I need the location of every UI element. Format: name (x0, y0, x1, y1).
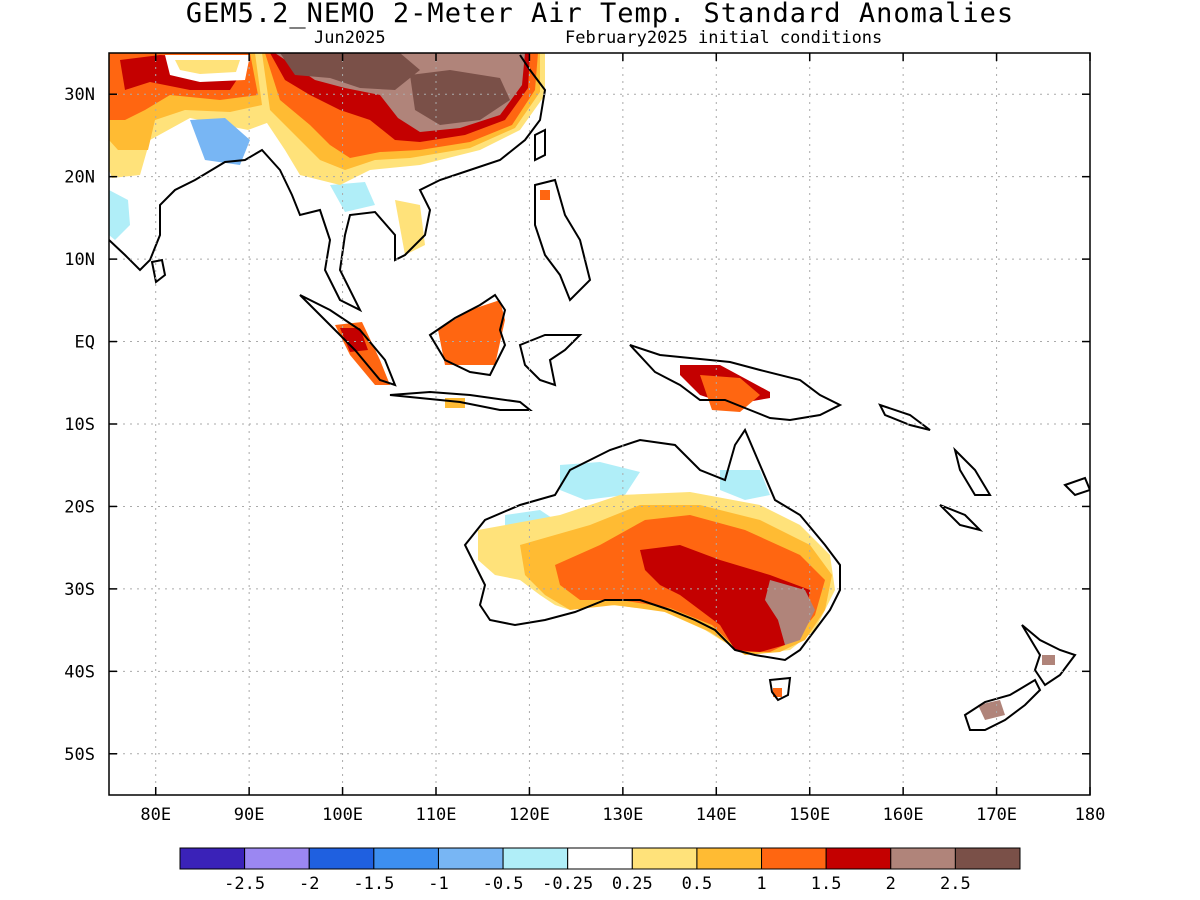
colorbar-label: -1.5 (353, 874, 394, 894)
lat-tick-label: 50S (64, 745, 95, 765)
graticule (109, 53, 1090, 795)
coast-sulawesi (518, 334, 583, 387)
colorbar-label: 2.5 (940, 874, 971, 894)
colorbar-swatch (825, 847, 892, 870)
coast-tasmania (768, 676, 792, 702)
anomaly-india-cool (190, 118, 250, 165)
colorbar-swatch (179, 847, 246, 870)
colorbar-swatch (890, 847, 956, 870)
coast-borneo (428, 293, 507, 377)
coast-solomons (878, 403, 931, 431)
lon-tick-label: 80E (140, 805, 171, 825)
colorbar-swatch (502, 847, 569, 870)
coast-philippines (534, 178, 592, 302)
colorbar-label: 2 (886, 874, 896, 894)
lon-tick-label: 170E (976, 805, 1017, 825)
colorbar-swatch (696, 847, 763, 870)
colorbar-label: -0.5 (483, 874, 524, 894)
colorbar-label: -0.25 (542, 874, 593, 894)
anomaly-north-aus-cool (560, 462, 640, 500)
anomaly-cape-york-cool (720, 470, 770, 500)
anomaly-shading (109, 53, 1055, 720)
axis-ticks (109, 53, 1091, 795)
coast-vanuatu (953, 446, 992, 496)
colorbar-label: -1 (428, 874, 448, 894)
anomaly-india-mild-cool (109, 190, 130, 240)
colorbar-swatch (761, 847, 827, 870)
axis-labels: 80E 90E 100E 110E 120E 130E 140E 150E 160E 170E 18… (64, 85, 1105, 825)
colorbar-swatch (567, 847, 633, 870)
lon-tick-label: 180 (1075, 805, 1106, 825)
anomaly-tibet-ring (175, 60, 240, 74)
lat-tick-label: 10S (64, 415, 95, 435)
coast-australia (463, 427, 841, 662)
anomaly-nz-south (978, 700, 1005, 720)
lat-tick-label: EQ (75, 333, 95, 353)
colorbar: -2.5 -2 -1.5 -1 -0.5 -0.25 0.25 0.5 1 1.5 2 2.5 (179, 847, 1021, 894)
colorbar-label: 0.25 (612, 874, 653, 894)
forecast-month: Jun2025 (314, 28, 386, 48)
coast-sri-lanka (150, 258, 167, 284)
colorbar-swatch (373, 847, 439, 870)
colorbar-label: 1 (756, 874, 766, 894)
colorbar-label: 1.5 (811, 874, 842, 894)
colorbar-label: -2.5 (224, 874, 265, 894)
coast-sumatra (299, 294, 397, 387)
colorbar-swatch (244, 847, 310, 870)
initial-conditions: February2025 initial conditions (565, 28, 883, 48)
map-title: GEM5.2_NEMO 2-Meter Air Temp. Standard A… (185, 0, 1015, 29)
colorbar-label: -2 (299, 874, 319, 894)
lon-tick-label: 110E (416, 805, 457, 825)
coast-taiwan (534, 128, 546, 162)
lat-tick-label: 20S (64, 497, 95, 517)
anomaly-sumatra-core (340, 328, 368, 352)
lat-tick-label: 10N (64, 250, 95, 270)
coast-new-caledonia (939, 504, 984, 532)
lat-tick-label: 20N (64, 168, 95, 188)
lon-tick-label: 130E (602, 805, 643, 825)
coast-nz-south (963, 678, 1042, 731)
anomaly-nz-north (1042, 655, 1055, 665)
colorbar-swatch (954, 847, 1021, 870)
lon-tick-label: 120E (509, 805, 550, 825)
anomaly-philippines-warm (540, 190, 550, 200)
anomaly-borneo-moderate (438, 300, 505, 365)
colorbar-swatch (631, 847, 698, 870)
anomaly-china-extreme-core (280, 53, 510, 125)
lat-tick-label: 40S (64, 662, 95, 682)
coast-java (389, 390, 533, 411)
colorbar-label: 0.5 (682, 874, 713, 894)
lat-tick-label: 30N (64, 85, 95, 105)
lat-tick-label: 30S (64, 580, 95, 600)
anomaly-bay-cool (330, 182, 375, 212)
lon-tick-label: 160E (883, 805, 924, 825)
coast-new-guinea (629, 344, 843, 422)
anomaly-aus-very-strong (640, 545, 810, 652)
colorbar-swatch (437, 847, 504, 870)
lon-tick-label: 150E (789, 805, 830, 825)
anomaly-png-moderate (700, 375, 760, 412)
lon-tick-label: 90E (234, 805, 265, 825)
anomaly-aus-extreme (765, 580, 815, 645)
lon-tick-label: 100E (322, 805, 363, 825)
colorbar-swatch (308, 847, 375, 870)
coast-fiji (1063, 476, 1090, 497)
coast-asia-mainland (109, 54, 547, 313)
coastlines (109, 54, 1090, 731)
lon-tick-label: 140E (696, 805, 737, 825)
coast-nz-north (1021, 624, 1077, 687)
